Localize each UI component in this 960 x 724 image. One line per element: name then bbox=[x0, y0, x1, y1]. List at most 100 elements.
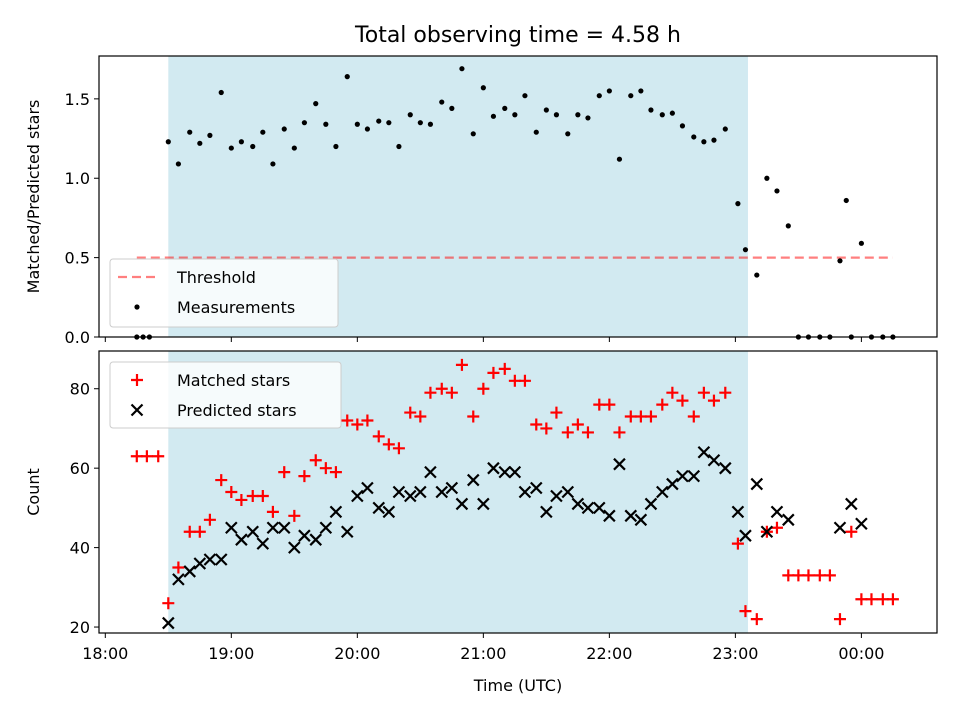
predicted-stars-point bbox=[540, 505, 553, 519]
matched-stars-point bbox=[382, 438, 395, 451]
matched-stars-point bbox=[792, 569, 805, 582]
measurement-point bbox=[837, 258, 843, 264]
plot-frame bbox=[98, 350, 938, 634]
matched-stars-point bbox=[782, 569, 795, 582]
matched-stars-point bbox=[802, 569, 815, 582]
measurement-point bbox=[449, 105, 455, 111]
predicted-stars-point bbox=[782, 513, 795, 527]
matched-stars-point bbox=[193, 525, 206, 538]
matched-stars-point bbox=[152, 450, 165, 463]
x-axis-label: Time (UTC) bbox=[473, 676, 562, 695]
measurement-point bbox=[606, 88, 612, 94]
predicted-stars-point bbox=[719, 461, 732, 475]
matched-stars-point bbox=[130, 450, 143, 463]
measurement-point bbox=[490, 113, 497, 119]
measurement-point bbox=[669, 110, 675, 116]
measurement-point bbox=[691, 134, 697, 140]
measurement-point bbox=[522, 93, 528, 99]
matched-stars-point bbox=[581, 426, 594, 439]
measurement-point bbox=[291, 145, 297, 151]
predicted-stars-point bbox=[183, 565, 197, 578]
predicted-stars-point bbox=[329, 505, 343, 519]
measurement-point bbox=[396, 143, 402, 150]
predicted-stars-point bbox=[498, 465, 512, 479]
matched-stars-point bbox=[329, 466, 342, 479]
matched-stars-point bbox=[644, 410, 657, 423]
matched-stars-point bbox=[876, 593, 889, 606]
legend-box bbox=[109, 361, 342, 429]
matched-stars-point bbox=[140, 450, 153, 463]
matched-stars-point bbox=[467, 410, 480, 423]
matched-stars-point bbox=[246, 489, 259, 502]
plot-frame bbox=[98, 55, 938, 338]
matched-stars-point bbox=[731, 537, 744, 550]
measurement-point bbox=[711, 137, 717, 143]
legend-matched-marker bbox=[131, 374, 143, 386]
predicted-stars-point bbox=[382, 505, 396, 519]
matched-stars-point bbox=[886, 593, 899, 606]
measurement-point bbox=[616, 156, 623, 162]
y-tick-label: 0.5 bbox=[65, 249, 90, 268]
measurement-point bbox=[470, 131, 476, 137]
measurement-point bbox=[575, 112, 581, 118]
top-panel: 0.0 0.5 1.0 1.5 Matched/Predicted stars Thres… bbox=[24, 55, 938, 347]
predicted-stars-point bbox=[561, 485, 575, 499]
predicted-stars-point bbox=[731, 505, 745, 519]
measurement-point bbox=[679, 123, 686, 129]
y-axis-label: Matched/Predicted stars bbox=[24, 100, 43, 294]
matched-stars-point bbox=[404, 406, 417, 419]
matched-stars-point bbox=[656, 398, 669, 411]
legend-label: Threshold bbox=[176, 268, 256, 287]
predicted-stars-point bbox=[361, 481, 374, 495]
predicted-stars-point bbox=[644, 497, 658, 511]
predicted-stars-point bbox=[162, 616, 175, 630]
series-predicted-stars bbox=[162, 446, 868, 630]
matched-stars-point bbox=[298, 470, 311, 483]
measurement-point bbox=[333, 143, 339, 150]
matched-stars-point bbox=[498, 362, 511, 375]
predicted-stars-point bbox=[603, 509, 616, 523]
predicted-stars-point bbox=[288, 541, 301, 554]
measurement-point bbox=[207, 132, 213, 138]
predicted-stars-point bbox=[518, 485, 532, 499]
matched-stars-point bbox=[361, 414, 374, 427]
measurement-point bbox=[165, 139, 171, 145]
matched-stars-point bbox=[687, 410, 700, 423]
x-tick-label: 20:00 bbox=[334, 644, 380, 663]
predicted-stars-point bbox=[833, 521, 847, 535]
measurement-point bbox=[585, 115, 591, 121]
y-tick-label: 1.0 bbox=[65, 169, 90, 188]
measurement-point bbox=[459, 66, 465, 72]
predicted-stars-point bbox=[193, 557, 207, 570]
matched-stars-point bbox=[603, 398, 616, 411]
measurement-point bbox=[313, 101, 319, 107]
predicted-stars-point bbox=[235, 533, 248, 546]
matched-stars-point bbox=[392, 442, 405, 455]
measurement-point bbox=[238, 139, 244, 145]
measurement-point bbox=[270, 161, 276, 167]
legend-label: Measurements bbox=[177, 298, 295, 317]
matched-stars-point bbox=[823, 569, 836, 582]
predicted-stars-point bbox=[739, 529, 752, 542]
predicted-stars-point bbox=[392, 485, 406, 499]
measurement-point bbox=[512, 112, 518, 118]
predicted-stars-point bbox=[624, 509, 638, 523]
measurement-point bbox=[376, 118, 382, 124]
legend: Threshold Measurements bbox=[109, 258, 339, 328]
predicted-stars-point bbox=[508, 465, 522, 479]
matched-stars-point bbox=[319, 462, 332, 475]
measurement-point bbox=[638, 88, 644, 94]
measurement-point bbox=[228, 145, 234, 151]
predicted-stars-point bbox=[256, 537, 270, 550]
measurement-point bbox=[323, 121, 329, 127]
measurement-point bbox=[533, 129, 539, 135]
y-tick-label: 40 bbox=[70, 539, 90, 558]
matched-stars-point bbox=[455, 358, 468, 371]
matched-stars-point bbox=[845, 525, 858, 538]
predicted-stars-point bbox=[750, 477, 764, 491]
predicted-stars-point bbox=[172, 573, 185, 586]
predicted-stars-point bbox=[445, 481, 459, 495]
predicted-stars-point bbox=[266, 521, 280, 535]
matched-stars-point bbox=[183, 525, 196, 538]
